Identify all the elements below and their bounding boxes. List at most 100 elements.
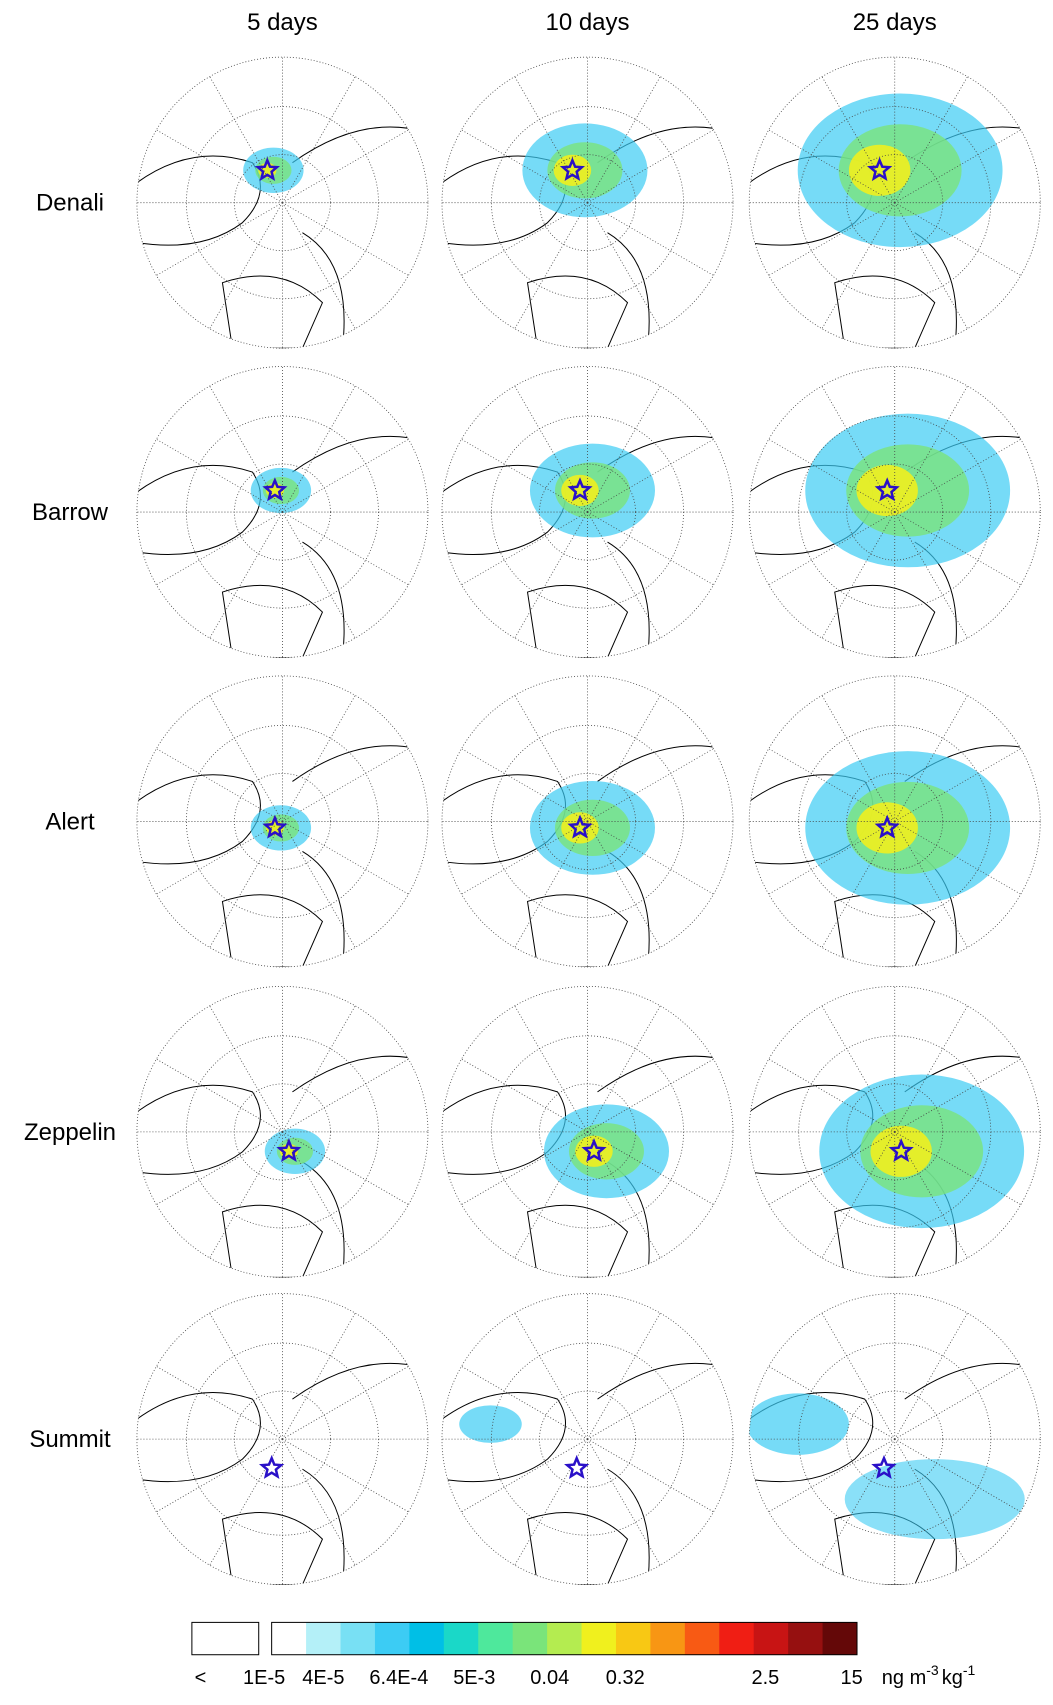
colorbar-segment [719, 1622, 755, 1655]
coastline [526, 1512, 629, 1585]
coastline [292, 126, 428, 349]
graticule [156, 821, 283, 895]
graticule [587, 202, 714, 276]
graticule [461, 821, 588, 895]
map-panel [441, 56, 734, 349]
map-panel [748, 366, 1041, 658]
graticule [209, 1131, 283, 1259]
map-border [441, 675, 734, 968]
plume [749, 1393, 849, 1455]
coastline [136, 774, 261, 865]
graticule [768, 129, 895, 204]
station-star [567, 814, 593, 839]
graticule [461, 748, 588, 822]
map-border [748, 1293, 1041, 1586]
coastline [526, 1204, 629, 1278]
colorbar-segment [271, 1622, 307, 1655]
graticule [282, 511, 356, 639]
graticule [514, 1312, 588, 1440]
graticule [894, 202, 968, 329]
graticule [894, 821, 968, 948]
colorbar-segment [788, 1622, 824, 1655]
graticule [461, 1438, 588, 1513]
coastline [292, 435, 428, 658]
colorbar-label: 6.4E-4 [369, 1667, 428, 1689]
graticule [894, 1438, 1021, 1513]
map-border [136, 56, 429, 349]
colorbar-label: 5E-3 [453, 1667, 495, 1689]
colorbar-label: 15 [840, 1667, 862, 1689]
coastline [136, 1391, 261, 1483]
graticule [587, 1131, 714, 1206]
station-star [874, 477, 900, 502]
plume [856, 802, 918, 854]
graticule [587, 511, 661, 639]
graticule [209, 1312, 283, 1440]
plume [848, 144, 911, 196]
graticule [514, 821, 588, 948]
coastline [292, 1362, 428, 1585]
station-star [559, 157, 585, 182]
graticule [156, 1131, 283, 1206]
station-star [871, 1454, 897, 1479]
graticule [587, 1005, 661, 1133]
graticule [821, 76, 896, 203]
graticule [514, 76, 588, 203]
map-border [441, 56, 734, 349]
map-panel [748, 675, 1041, 968]
graticule [156, 511, 283, 586]
colorbar-label: 4E-5 [302, 1667, 344, 1689]
graticule [156, 1366, 283, 1440]
graticule [282, 76, 356, 203]
graticule [461, 438, 588, 513]
graticule [514, 202, 588, 329]
unit-part: -3 [926, 1662, 939, 1678]
map-border [441, 985, 734, 1278]
unit-part: ng m [882, 1667, 926, 1689]
graticule [209, 695, 283, 822]
row-label: Zeppelin [24, 1119, 116, 1146]
plume [561, 812, 599, 844]
colorbar-segment [547, 1622, 583, 1655]
graticule [514, 1131, 588, 1259]
graticule [894, 511, 1021, 586]
map-border [136, 985, 429, 1278]
map-panel [441, 366, 734, 658]
colorbar-segment [650, 1622, 686, 1655]
graticule [587, 1366, 714, 1440]
graticule [587, 129, 714, 204]
map-panel [136, 56, 429, 349]
graticule [821, 202, 896, 329]
colorbar-label: 2.5 [751, 1667, 779, 1689]
colorbar-segment [409, 1622, 445, 1655]
graticule [587, 1438, 661, 1566]
graticule [768, 511, 895, 586]
colorbar-under [191, 1621, 260, 1656]
map-border [136, 366, 429, 658]
graticule [282, 1058, 409, 1133]
graticule [894, 438, 1021, 513]
map-border [441, 366, 734, 658]
graticule [514, 511, 588, 639]
graticule [282, 695, 356, 822]
graticule [156, 1438, 283, 1513]
graticule [282, 1131, 409, 1206]
graticule [156, 202, 283, 276]
colorbar-segment [512, 1622, 548, 1655]
map-panel [748, 985, 1041, 1278]
graticule [514, 695, 588, 822]
graticule [894, 1058, 1021, 1133]
map-content [749, 745, 1041, 967]
colorbar-segment [753, 1622, 789, 1655]
graticule [282, 202, 409, 276]
colorbar-label: 0.32 [606, 1667, 645, 1689]
graticule [894, 385, 968, 513]
graticule [894, 129, 1021, 204]
colorbar-label: 0.04 [530, 1667, 569, 1689]
graticule [768, 1131, 895, 1206]
station-star [276, 1137, 302, 1163]
graticule [587, 1438, 714, 1513]
map-content [749, 1362, 1041, 1585]
graticule [461, 202, 588, 276]
unit-part: -1 [963, 1662, 976, 1678]
